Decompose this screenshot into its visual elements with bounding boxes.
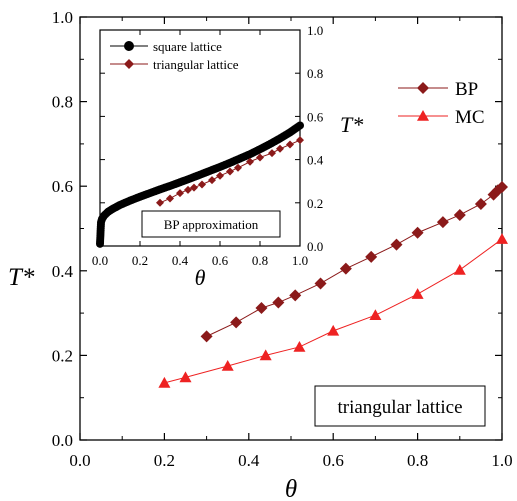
inset-data-point-triangular-lattice bbox=[276, 144, 284, 153]
inset-data-point-triangular-lattice bbox=[296, 136, 304, 145]
x-tick-label: 0.0 bbox=[69, 451, 90, 470]
data-point-mc bbox=[179, 371, 192, 383]
data-point-mc bbox=[158, 376, 171, 388]
y-tick-label: 0.4 bbox=[52, 262, 74, 281]
inset-x-tick-label: 0.2 bbox=[132, 253, 148, 268]
y-axis-title: T* bbox=[8, 264, 35, 291]
series-line-bp bbox=[206, 186, 503, 337]
y-tick-label: 1.0 bbox=[52, 8, 73, 27]
x-axis-title: θ bbox=[285, 476, 297, 501]
inset-x-tick-label: 0.0 bbox=[92, 253, 108, 268]
inset-plot: 0.0 0.2 0.4 0.6 0.8 1.00.00.20.40.60.81.0θT*s… bbox=[92, 23, 363, 290]
data-point-bp bbox=[255, 302, 268, 315]
y-tick-label: 0.8 bbox=[52, 93, 73, 112]
legend-marker-bp bbox=[417, 82, 429, 94]
inset-data-point-triangular-lattice bbox=[234, 163, 242, 172]
annotation-frame bbox=[314, 385, 486, 427]
inset-data-point-triangular-lattice bbox=[268, 149, 276, 158]
y-tick-label: 0.6 bbox=[52, 177, 73, 196]
inset-y-tick-label: 1.0 bbox=[307, 23, 323, 38]
inset-x-tick-label: 0.8 bbox=[252, 253, 268, 268]
inset-x-axis-title: θ bbox=[195, 265, 206, 290]
inset-annotation-box: BP approximation bbox=[141, 210, 281, 238]
series-line-mc bbox=[164, 238, 503, 384]
inset-x-tick-label: 0.4 bbox=[172, 253, 189, 268]
legend-label-bp: BP bbox=[455, 79, 478, 100]
inset-legend-marker-square-lattice bbox=[124, 41, 134, 51]
data-point-mc bbox=[453, 263, 466, 275]
data-point-bp bbox=[453, 208, 466, 221]
inset-series-triangular-lattice bbox=[156, 136, 304, 207]
inset-series-square-lattice bbox=[96, 121, 304, 248]
inset-data-point-triangular-lattice bbox=[156, 198, 164, 207]
x-tick-label: 1.0 bbox=[491, 451, 512, 470]
x-tick-label: 0.2 bbox=[154, 451, 175, 470]
data-point-bp bbox=[474, 197, 487, 210]
inset-legend: square lattice triangular lattice bbox=[110, 39, 239, 72]
inset-y-tick-label: 0.2 bbox=[307, 196, 323, 211]
inset-series-line-triangular-lattice bbox=[159, 139, 301, 204]
y-tick-label: 0.0 bbox=[52, 431, 73, 450]
data-point-bp bbox=[272, 296, 285, 309]
inset-x-tick-label: 1.0 bbox=[292, 253, 308, 268]
inset-annotation-frame bbox=[141, 210, 281, 238]
data-point-bp bbox=[289, 289, 302, 302]
data-point-bp bbox=[365, 250, 378, 263]
data-point-bp bbox=[314, 277, 327, 290]
inset-data-point-triangular-lattice bbox=[190, 183, 198, 192]
inset-data-point-triangular-lattice bbox=[198, 180, 206, 189]
main-legend: BP MC bbox=[398, 79, 485, 128]
data-point-mc bbox=[293, 340, 306, 352]
inset-y-tick-label: 0.4 bbox=[307, 153, 324, 168]
inset-data-point-triangular-lattice bbox=[256, 153, 264, 162]
data-point-bp bbox=[436, 216, 449, 229]
data-point-bp bbox=[230, 316, 243, 329]
x-tick-label: 0.6 bbox=[323, 451, 344, 470]
inset-legend-label-triangular-lattice: triangular lattice bbox=[153, 57, 239, 72]
data-point-bp bbox=[411, 226, 424, 239]
inset-annotation-text: BP approximation bbox=[164, 217, 259, 232]
data-point-mc bbox=[259, 349, 272, 361]
data-point-bp bbox=[200, 330, 213, 343]
inset-data-point-triangular-lattice bbox=[286, 140, 294, 149]
data-point-bp bbox=[496, 181, 508, 194]
x-tick-label: 0.8 bbox=[407, 451, 428, 470]
inset-y-tick-label: 0.6 bbox=[307, 109, 324, 124]
legend-label-mc: MC bbox=[455, 107, 485, 128]
data-point-mc bbox=[221, 359, 234, 371]
annotation-box: triangular lattice bbox=[314, 385, 486, 427]
annotation-text: triangular lattice bbox=[337, 397, 462, 418]
legend-marker-mc bbox=[417, 110, 429, 121]
inset-y-axis-title: T* bbox=[340, 112, 363, 137]
inset-legend-marker-triangular-lattice bbox=[124, 59, 134, 69]
inset-data-point-triangular-lattice bbox=[166, 194, 174, 203]
inset-data-point-triangular-lattice bbox=[208, 176, 216, 185]
x-tick-label: 0.4 bbox=[238, 451, 260, 470]
series-bp bbox=[200, 181, 508, 343]
data-point-mc bbox=[369, 309, 382, 321]
data-point-bp bbox=[390, 238, 403, 251]
data-point-mc bbox=[496, 233, 508, 244]
inset-data-point-triangular-lattice bbox=[176, 189, 184, 198]
inset-data-point-triangular-lattice bbox=[246, 157, 254, 166]
inset-data-point-triangular-lattice bbox=[226, 167, 234, 176]
inset-plot-frame bbox=[99, 29, 301, 247]
inset-legend-label-square-lattice: square lattice bbox=[153, 39, 222, 54]
inset-data-point-triangular-lattice bbox=[216, 171, 224, 180]
y-tick-label: 0.2 bbox=[52, 346, 73, 365]
inset-data-point-square-lattice bbox=[296, 121, 304, 130]
inset-y-tick-label: 0.8 bbox=[307, 66, 323, 81]
main-plot: 0.0 0.2 0.4 0.6 0.8 1.00.00.20.40.60.81.0θT*B… bbox=[8, 8, 513, 501]
inset-data-point-triangular-lattice bbox=[184, 185, 192, 194]
data-point-mc bbox=[411, 288, 424, 299]
data-point-mc bbox=[327, 324, 340, 336]
data-point-bp bbox=[339, 262, 352, 275]
inset-x-tick-label: 0.6 bbox=[212, 253, 229, 268]
inset-y-tick-label: 0.0 bbox=[307, 239, 323, 254]
series-mc bbox=[158, 233, 508, 388]
